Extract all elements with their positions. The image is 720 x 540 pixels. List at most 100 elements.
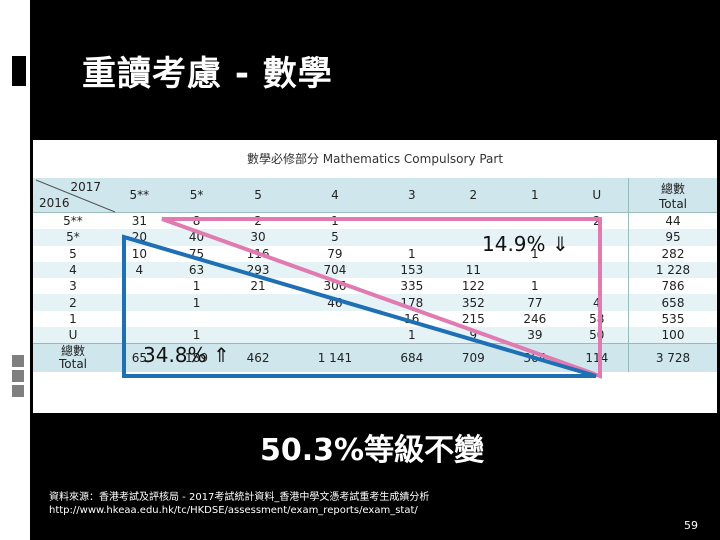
- row-total: 100: [628, 327, 717, 344]
- down-arrow-icon: ⇓: [551, 232, 569, 256]
- footer-label: 總數 Total: [33, 343, 113, 373]
- table-cell: [227, 294, 289, 311]
- table-row: 5 10 75 116 79 1 1 282: [33, 245, 717, 262]
- row-label: 2: [33, 294, 113, 311]
- table-cell: 21: [250, 279, 266, 294]
- table-cell: 77: [504, 294, 566, 311]
- table-cell: 39: [504, 327, 566, 344]
- table-row: 2 1 46 178 352 77 4 658: [33, 294, 717, 311]
- table-cell: [504, 229, 566, 246]
- corner-year-2017: 2017: [70, 180, 101, 194]
- row-label: U: [33, 327, 113, 344]
- corner-diagonal: [35, 179, 116, 213]
- title-marker: [12, 56, 26, 86]
- table-cell: 1: [192, 279, 201, 294]
- table-cell: 5: [288, 229, 382, 246]
- slide-title: 重讀考慮 - 數學: [82, 54, 333, 94]
- footer-cell: 709: [442, 343, 505, 373]
- total-col-header: 總數 Total: [628, 178, 717, 213]
- upper-percentage-label: 14.9% ⇓: [482, 232, 569, 256]
- table-row: 5** 31 8 2 1 2 44: [33, 212, 717, 230]
- table-cell: 153: [381, 261, 443, 279]
- up-arrow-icon: ⇑: [212, 343, 230, 367]
- col-header-3: 4: [288, 178, 382, 213]
- table-cell: 8: [192, 214, 201, 229]
- table-cell: [442, 229, 505, 246]
- footer-cell: 65: [113, 343, 166, 373]
- results-table: 2017 2016 5** 5* 5 4 3 2 1 U 總數 Total 5** 31 8 2 1 2 4…: [33, 178, 717, 373]
- table-cell: 1: [381, 327, 443, 344]
- table-cell: [504, 261, 566, 279]
- table-cell: [565, 261, 629, 279]
- table-cell: 9: [442, 327, 505, 344]
- row-total: 95: [628, 229, 717, 246]
- table-cell: [288, 327, 382, 344]
- table-cell: 1: [331, 214, 339, 229]
- table-cell: 352: [442, 294, 505, 311]
- results-table-image: 數學必修部分 Mathematics Compulsory Part 2017 …: [33, 140, 717, 413]
- lower-percentage-label: 34.8% ⇑: [143, 343, 230, 367]
- side-square: [12, 355, 24, 367]
- table-cell: [565, 229, 629, 246]
- table-caption: 數學必修部分 Mathematics Compulsory Part: [246, 152, 504, 166]
- row-label: 1: [69, 311, 77, 326]
- table-cell: 246: [523, 311, 547, 326]
- row-total: 535: [628, 310, 717, 328]
- col-header-5: 2: [442, 178, 505, 213]
- table-cell: 4: [565, 294, 629, 311]
- col-header-7: U: [565, 178, 629, 213]
- table-cell: 215: [461, 311, 485, 326]
- source-note: 資料來源：香港考試及評核局 - 2017考試統計資料_香港中學文憑考試重考生成績…: [49, 491, 429, 517]
- table-cell: 31: [131, 214, 148, 229]
- summary-text: 50.3%等級不變: [260, 433, 485, 468]
- page-number: 59: [684, 519, 698, 532]
- row-label: 3: [69, 279, 77, 294]
- col-header-0: 5**: [113, 178, 166, 213]
- side-square: [12, 385, 24, 397]
- upper-triangle-outline: [161, 217, 602, 379]
- table-cell: 1: [531, 246, 539, 261]
- table-cell: 122: [461, 279, 485, 294]
- row-total: 786: [628, 278, 717, 295]
- table-cell: [381, 229, 443, 246]
- table-cell: 1: [165, 294, 228, 311]
- row-total: 1 228: [628, 261, 717, 279]
- col-header-1: 5*: [165, 178, 228, 213]
- col-header-4: 3: [381, 178, 443, 213]
- side-square: [12, 370, 24, 382]
- lower-percentage: 34.8%: [143, 343, 207, 367]
- row-label: 4: [33, 261, 113, 279]
- table-cell: 10: [131, 246, 148, 261]
- table-cell: [227, 327, 289, 344]
- table-row: 5* 20 40 30 5 95: [33, 229, 717, 246]
- row-total: 44: [628, 212, 717, 230]
- row-total: 282: [628, 245, 717, 262]
- col-header-2: 5: [227, 178, 289, 213]
- table-cell: 63: [165, 261, 228, 279]
- source-line-2: http://www.hkeaa.edu.hk/tc/HKDSE/assessm…: [49, 505, 418, 516]
- footer-cell: 684: [381, 343, 443, 373]
- table-row: 4 4 63 293 704 153 11 1 228: [33, 261, 717, 279]
- table-cell: 1: [165, 327, 228, 344]
- row-label: 5: [69, 246, 77, 261]
- table-cell: [113, 327, 166, 344]
- table-cell: 79: [327, 246, 343, 261]
- table-cell: 4: [113, 261, 166, 279]
- table-header-row: 2017 2016 5** 5* 5 4 3 2 1 U 總數 Total: [33, 178, 717, 213]
- table-cell: 335: [400, 279, 424, 294]
- lower-triangle-outline: [122, 234, 597, 378]
- col-header-6: 1: [504, 178, 566, 213]
- table-footer-row: 總數 Total 65 189 462 1 141 684 709 364 114 3 728: [33, 343, 717, 373]
- footer-cell: 189: [165, 343, 228, 373]
- upper-percentage: 14.9%: [482, 232, 546, 256]
- table-cell: 1: [408, 246, 416, 261]
- footer-cell: 1 141: [288, 343, 382, 373]
- source-line-1: 資料來源：香港考試及評核局 - 2017考試統計資料_香港中學文憑考試重考生成績…: [49, 492, 430, 503]
- table-cell: 11: [442, 261, 505, 279]
- slide-left-margin: [0, 0, 30, 540]
- row-total: 658: [628, 294, 717, 311]
- table-cell: 1: [531, 279, 539, 294]
- footer-cell: 462: [227, 343, 289, 373]
- row-label: 5**: [63, 214, 83, 229]
